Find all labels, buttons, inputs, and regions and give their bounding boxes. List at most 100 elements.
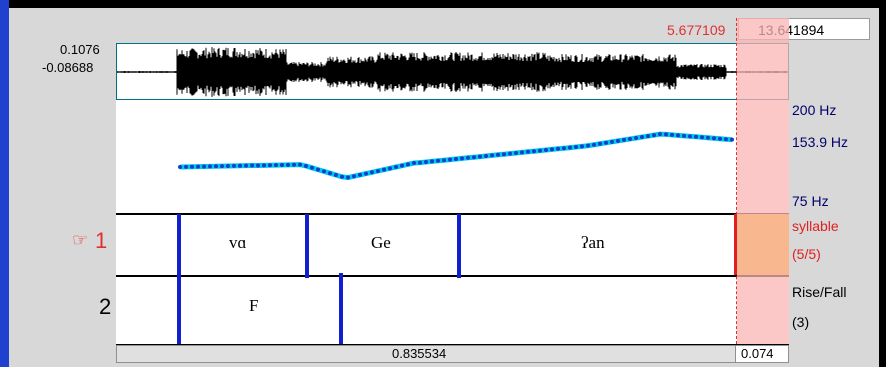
pitch-point — [304, 164, 308, 168]
boundary-t1-2[interactable] — [305, 214, 309, 278]
pitch-point — [508, 151, 512, 156]
pitch-point — [712, 136, 716, 141]
pitch-point — [244, 163, 248, 168]
pitch-point — [256, 163, 260, 168]
boundary-t2-1[interactable] — [339, 273, 343, 344]
pitch-point — [634, 136, 638, 140]
pitch-point — [706, 135, 710, 140]
pitch-point — [208, 164, 212, 169]
pitch-point — [682, 133, 686, 138]
pitch-point — [466, 155, 470, 160]
pitch-point — [460, 156, 464, 161]
pitch-point — [730, 137, 734, 142]
pitch-point — [538, 148, 542, 153]
selection-duration-box[interactable] — [735, 345, 789, 363]
pitch-point — [616, 138, 620, 143]
tier-1-name: syllable — [792, 218, 839, 234]
pitch-point — [670, 132, 674, 137]
pitch-point — [262, 163, 266, 168]
interval-label[interactable]: F — [249, 296, 259, 315]
pitch-point — [382, 167, 386, 172]
pitch-point — [544, 148, 548, 152]
waveform-min-label: -0.08688 — [42, 60, 94, 75]
pitch-bottom-label: 75 Hz — [792, 193, 829, 209]
pitch-point — [550, 147, 554, 152]
selection-region — [737, 18, 789, 344]
pitch-point — [592, 142, 596, 147]
boundary-t1-3[interactable] — [457, 214, 461, 278]
pitch-point — [322, 169, 326, 174]
selection-start-time: 5.677109 — [667, 22, 726, 38]
pitch-point — [484, 154, 488, 158]
pointing-hand-icon: ☞ — [72, 230, 89, 250]
pitch-point — [184, 164, 188, 169]
pitch-point — [274, 163, 278, 168]
pitch-point — [568, 145, 572, 150]
waveform-graphic — [117, 47, 788, 97]
pitch-point — [316, 167, 320, 172]
pitch-point — [334, 173, 338, 177]
tier-1-syllable[interactable] — [116, 213, 789, 276]
interval-label[interactable]: Ge — [371, 233, 391, 252]
pitch-point — [472, 155, 476, 160]
pitch-point — [358, 172, 362, 177]
pitch-contour — [178, 131, 734, 181]
pitch-point — [688, 134, 692, 139]
visible-duration-bar[interactable] — [116, 345, 789, 363]
pitch-point — [658, 132, 662, 137]
pitch-point — [430, 159, 434, 164]
waveform-panel[interactable] — [116, 43, 789, 100]
window-top-border — [9, 0, 886, 8]
selected-boundary[interactable] — [734, 214, 737, 275]
tier-2-count: (3) — [792, 314, 810, 330]
pitch-point — [340, 174, 344, 179]
pitch-point — [226, 164, 230, 169]
pitch-point — [724, 137, 728, 142]
pitch-point — [664, 132, 668, 137]
pitch-point — [448, 157, 452, 162]
pitch-point — [640, 135, 644, 140]
pitch-point — [556, 146, 560, 151]
tier-2-number[interactable]: 2 — [99, 294, 112, 319]
pitch-top-label: 200 Hz — [792, 102, 837, 118]
pitch-point — [652, 133, 656, 138]
interval-label[interactable]: vɑ — [229, 233, 247, 252]
pitch-point — [676, 133, 680, 138]
pitch-point — [610, 139, 614, 144]
selection-duration: 0.074 — [741, 346, 774, 361]
pitch-point — [190, 164, 194, 169]
pitch-point — [562, 146, 566, 151]
pitch-point — [598, 141, 602, 146]
pitch-point — [376, 168, 380, 173]
pitch-point — [328, 171, 332, 176]
boundary-t1-1[interactable] — [177, 214, 181, 344]
pitch-point — [220, 164, 224, 169]
pitch-point — [286, 162, 290, 167]
tier-1-number[interactable]: 1 — [95, 228, 108, 253]
pitch-point — [580, 144, 584, 149]
pitch-point — [310, 165, 314, 170]
interval-label[interactable]: ʔan — [581, 233, 605, 252]
pitch-point — [178, 165, 182, 169]
pitch-point — [436, 158, 440, 163]
pitch-point — [364, 171, 368, 176]
pitch-point — [298, 162, 302, 167]
tier-2-rise-fall[interactable] — [116, 275, 789, 344]
pitch-point — [280, 162, 284, 167]
pitch-point — [694, 134, 698, 139]
pitch-point — [718, 136, 722, 141]
pitch-point — [628, 136, 632, 141]
pitch-point — [418, 160, 422, 165]
pitch-point — [196, 164, 200, 169]
pitch-point — [604, 140, 608, 145]
tier-1-count: (5/5) — [792, 246, 821, 262]
pitch-point — [346, 175, 350, 180]
visible-duration: 0.835534 — [392, 346, 447, 361]
tier-divider — [116, 344, 789, 345]
pitch-point — [622, 137, 626, 142]
pitch-point — [496, 152, 500, 157]
pitch-panel[interactable] — [116, 100, 789, 213]
pitch-point — [412, 161, 416, 166]
pitch-point — [406, 162, 410, 167]
pitch-point — [400, 163, 404, 168]
